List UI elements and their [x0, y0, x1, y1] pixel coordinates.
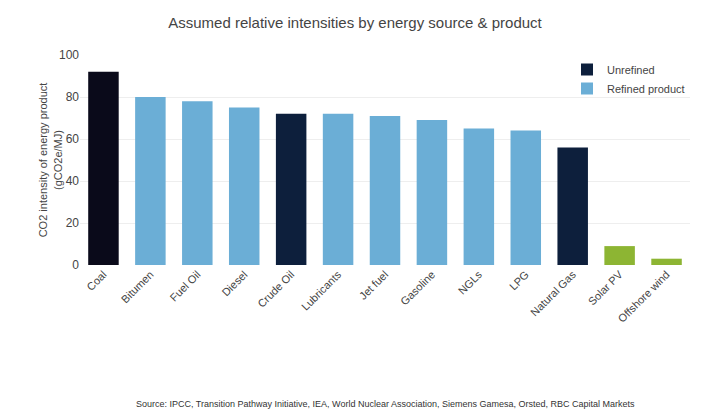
svg-text:Offshore wind: Offshore wind: [616, 268, 672, 324]
svg-text:Gasoline: Gasoline: [398, 268, 437, 307]
svg-text:Refined product: Refined product: [607, 83, 685, 95]
svg-text:20: 20: [66, 216, 80, 230]
svg-text:CO2 intensity of energy produc: CO2 intensity of energy product(gCO2e/MJ…: [37, 83, 63, 238]
svg-text:Fuel Oil: Fuel Oil: [167, 268, 202, 303]
svg-text:Assumed relative intensities b: Assumed relative intensities by energy s…: [168, 14, 542, 31]
svg-text:Solar PV: Solar PV: [586, 268, 626, 308]
svg-text:Crude Oil: Crude Oil: [255, 268, 296, 309]
svg-text:Diesel: Diesel: [219, 268, 249, 298]
svg-text:60: 60: [66, 132, 80, 146]
svg-text:0: 0: [72, 258, 79, 272]
svg-text:Coal: Coal: [84, 268, 108, 292]
svg-text:Lubricants: Lubricants: [299, 268, 344, 313]
svg-text:80: 80: [66, 90, 80, 104]
svg-text:100: 100: [59, 48, 79, 62]
svg-text:40: 40: [66, 174, 80, 188]
svg-text:LPG: LPG: [507, 268, 531, 292]
svg-text:Unrefined: Unrefined: [607, 64, 655, 76]
svg-text:Bitumen: Bitumen: [119, 268, 156, 305]
svg-text:NGLs: NGLs: [456, 268, 485, 297]
svg-text:Jet fuel: Jet fuel: [357, 268, 391, 302]
svg-text:Source: IPCC, Transition Pathw: Source: IPCC, Transition Pathway Initiat…: [136, 399, 635, 409]
svg-text:Natural Gas: Natural Gas: [528, 268, 578, 318]
